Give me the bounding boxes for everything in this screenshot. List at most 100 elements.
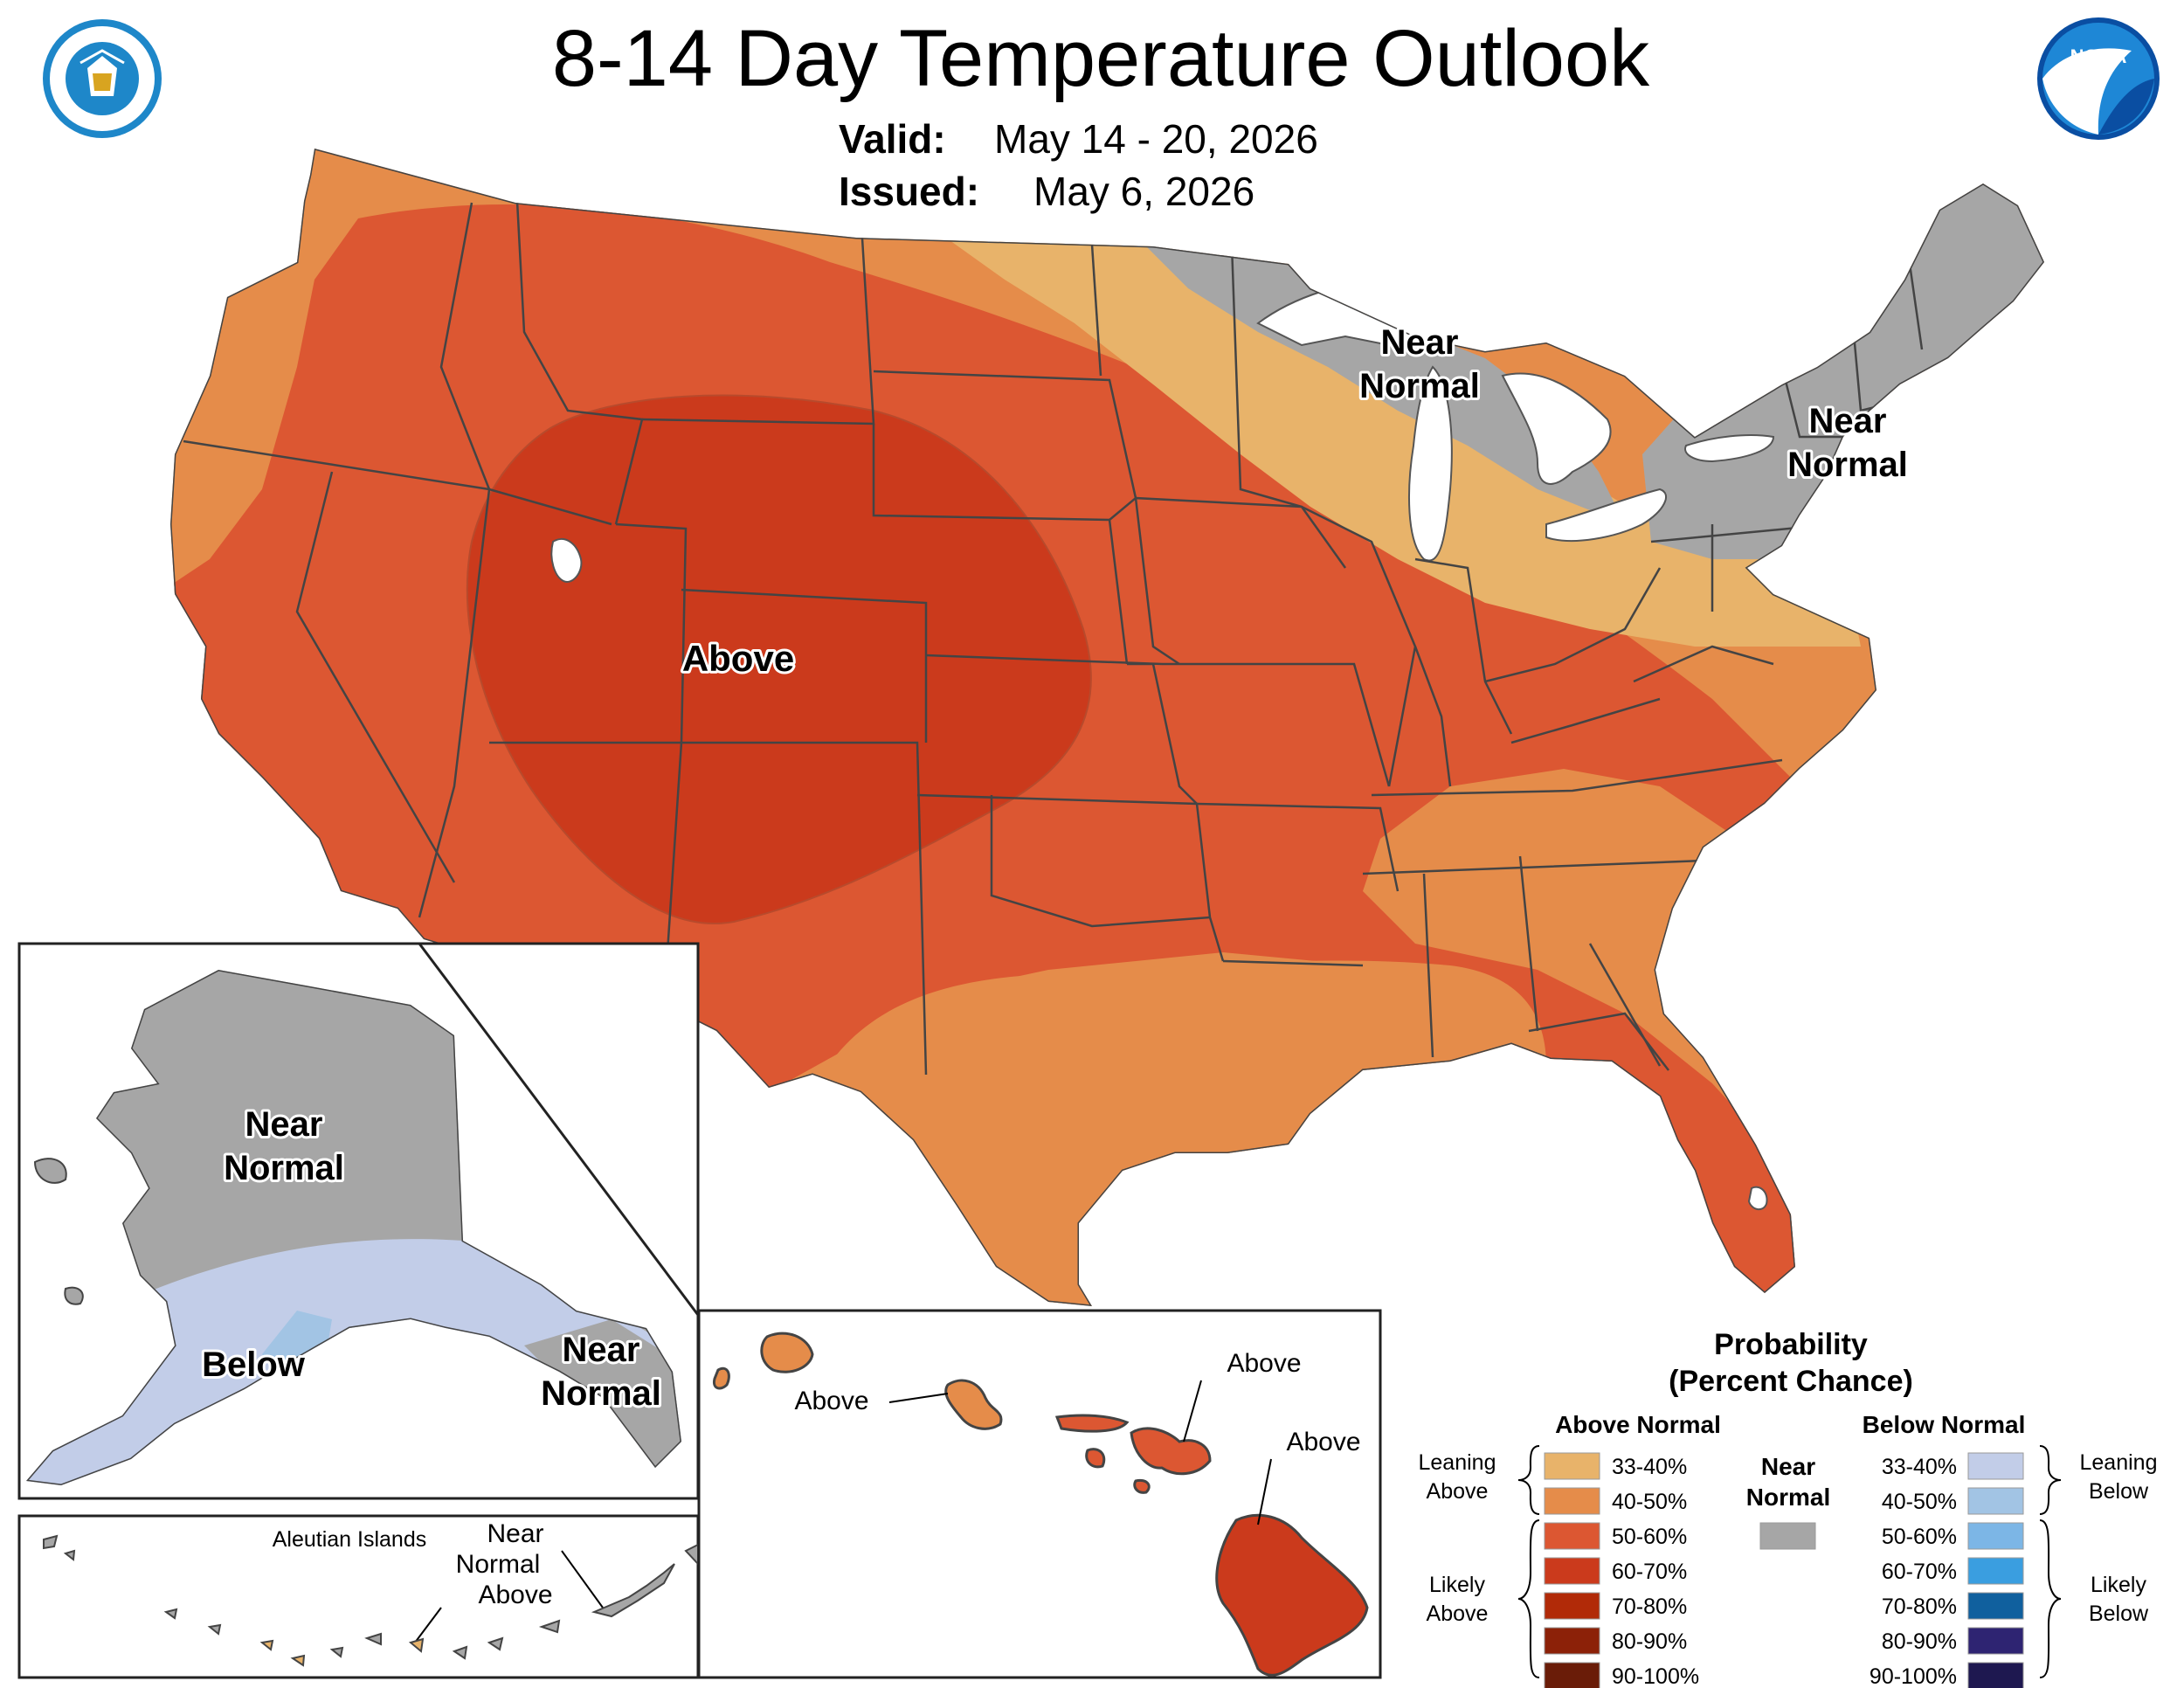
legend: Probability (Percent Chance) Above Norma… — [1382, 1319, 2184, 1688]
aleutian-title: Aleutian Islands — [273, 1527, 427, 1552]
aleutian-above-pointer — [414, 1607, 442, 1643]
kahoolawe — [1133, 1478, 1151, 1494]
great-lakes-normal-label: Normal — [1359, 367, 1480, 405]
header: 8-14 Day Temperature Outlook Valid: May … — [43, 14, 2160, 214]
niihau — [712, 1366, 730, 1390]
legend-above-swatch-6 — [1544, 1662, 1600, 1688]
legend-below-swatch-3 — [1967, 1557, 2024, 1585]
leaning-above-2: Above — [1427, 1479, 1489, 1504]
legend-above-label-6: 90-100% — [1612, 1664, 1699, 1688]
legend-below-label-1: 40-50% — [1882, 1490, 1957, 1514]
aleutian-above-label: Above — [478, 1581, 552, 1609]
legend-above-swatch-5 — [1544, 1627, 1600, 1655]
leaning-below-1: Leaning — [2080, 1450, 2158, 1475]
legend-below-swatch-1 — [1967, 1487, 2024, 1515]
leaning-above-1: Leaning — [1419, 1450, 1496, 1475]
conus-above-label: Above — [682, 638, 794, 679]
legend-title-2: (Percent Chance) — [1669, 1365, 1913, 1398]
legend-above-label-4: 70-80% — [1612, 1595, 1687, 1619]
legend-above-rows: 33-40% 40-50% 50-60% 60-70% 70-80% 80-90% 90-1… — [1544, 1452, 1699, 1688]
commerce-seal-icon — [43, 19, 162, 138]
likely-below-1: Likely — [2091, 1573, 2146, 1597]
zone-near-normal-great-lakes — [1136, 236, 1625, 524]
nunivak-island — [64, 1286, 84, 1305]
likely-below-2: Below — [2089, 1602, 2149, 1626]
alaska-connector-line — [418, 943, 700, 1316]
legend-below-label-2: 50-60% — [1882, 1525, 1957, 1549]
legend-title-1: Probability — [1714, 1328, 1868, 1361]
hawaii-above-label-2: Above — [1227, 1349, 1301, 1378]
legend-below-swatch-6 — [1967, 1662, 2024, 1688]
legend-below-rows: 33-40% 40-50% 50-60% 60-70% 70-80% 80-90% 90-1… — [1870, 1452, 2024, 1688]
legend-background — [1382, 1319, 2184, 1688]
oahu — [944, 1379, 1003, 1430]
brace-likely-below — [2039, 1519, 2062, 1678]
issued-value: May 6, 2026 — [1033, 169, 1254, 214]
northeast-normal-label: Normal — [1787, 446, 1908, 484]
zone-above-60-70 — [466, 394, 1092, 924]
legend-near-swatch — [1759, 1522, 1816, 1550]
brace-leaning-above — [1517, 1445, 1540, 1515]
hawaii-above-label-1: Above — [794, 1387, 868, 1415]
lake-ontario — [1684, 434, 1775, 463]
legend-below-swatch-0 — [1967, 1452, 2024, 1480]
brace-likely-above — [1517, 1519, 1540, 1678]
aleutian-islands — [43, 1534, 699, 1667]
alaska-panhandle-near — [524, 1319, 681, 1477]
noaa-logo-text: NOAA — [2070, 45, 2127, 67]
big-island — [1215, 1513, 1369, 1677]
legend-above-swatch-2 — [1544, 1522, 1600, 1550]
st-lawrence-island — [33, 1158, 67, 1184]
aleutian-inset-frame — [17, 1514, 700, 1679]
issued-label: Issued: — [839, 169, 979, 214]
aleutian-normal-label: Normal — [456, 1550, 541, 1579]
alaska-normal-label: Normal — [224, 1149, 344, 1187]
lake-okeechobee — [1747, 1186, 1768, 1211]
alaska-near-label: Near — [245, 1105, 323, 1144]
legend-below-label-3: 60-70% — [1882, 1560, 1957, 1584]
great-lakes-near-label: Near — [1381, 323, 1459, 362]
legend-above-label-3: 60-70% — [1612, 1560, 1687, 1584]
zone-above-33-40 — [943, 236, 1861, 647]
panhandle-near-label: Near — [563, 1331, 640, 1369]
alaska-inset: Near Normal Below Near Normal — [17, 942, 700, 1500]
legend-below-label-4: 70-80% — [1882, 1595, 1957, 1619]
likely-above-1: Likely — [1429, 1573, 1485, 1597]
legend-above-label-5: 80-90% — [1612, 1629, 1687, 1654]
legend-above-label-0: 33-40% — [1612, 1455, 1687, 1479]
likely-above-2: Above — [1427, 1602, 1489, 1626]
great-salt-lake — [550, 537, 583, 583]
legend-below-swatch-2 — [1967, 1522, 2024, 1550]
page-title: 8-14 Day Temperature Outlook — [552, 14, 1650, 103]
panhandle-normal-label: Normal — [541, 1374, 661, 1413]
legend-above-swatch-3 — [1544, 1557, 1600, 1585]
brace-leaning-below — [2039, 1445, 2062, 1515]
legend-above-header: Above Normal — [1555, 1411, 1721, 1438]
valid-label: Valid: — [839, 116, 946, 162]
legend-below-header: Below Normal — [1863, 1411, 2026, 1438]
legend-near-2: Normal — [1746, 1484, 1830, 1511]
northeast-near-label: Near — [1809, 402, 1887, 440]
lake-huron — [1501, 372, 1612, 485]
zone-near-normal-northeast — [1642, 175, 2044, 559]
legend-below-label-0: 33-40% — [1882, 1455, 1957, 1479]
legend-below-label-5: 80-90% — [1882, 1629, 1957, 1654]
lanai — [1085, 1448, 1106, 1469]
valid-value: May 14 - 20, 2026 — [994, 116, 1318, 162]
noaa-logo-icon: NOAA — [2037, 17, 2160, 140]
kauai — [760, 1332, 814, 1373]
hawaii-inset: Above Above Above — [697, 1309, 1382, 1679]
legend-above-swatch-4 — [1544, 1592, 1600, 1620]
aleutian-inset: Aleutian Islands Near Normal Above — [17, 1514, 700, 1679]
legend-near-1: Near — [1761, 1453, 1815, 1480]
molokai — [1054, 1414, 1130, 1433]
leaning-below-2: Below — [2089, 1479, 2149, 1504]
zone-gulf-40-50 — [812, 960, 1546, 1306]
lake-michigan — [1408, 365, 1453, 562]
legend-below-label-6: 90-100% — [1870, 1664, 1957, 1688]
maui — [1130, 1427, 1212, 1476]
alaska-below-label: Below — [202, 1346, 306, 1384]
legend-above-label-2: 50-60% — [1612, 1525, 1687, 1549]
legend-above-swatch-1 — [1544, 1487, 1600, 1515]
